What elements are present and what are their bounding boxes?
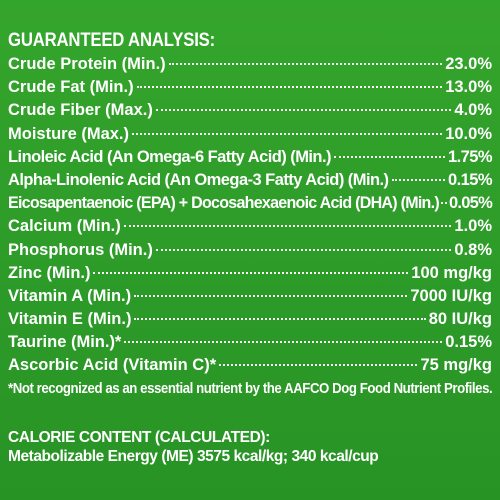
nutrient-row-vitamin-e: Vitamin E (Min.) 80 IU/kg — [8, 308, 492, 331]
nutrient-value: 75 mg/kg — [420, 356, 492, 375]
nutrient-label: Zinc (Min.) — [8, 263, 91, 282]
nutrient-row-linoleic-acid: Linoleic Acid (An Omega-6 Fatty Acid) (M… — [8, 146, 493, 169]
nutrient-label: Eicosapentaenoic (EPA) + Docosahexaenoic… — [8, 194, 440, 213]
nutrient-row-epa-dha: Eicosapentaenoic (EPA) + Docosahexaenoic… — [8, 192, 493, 215]
nutrient-row-alpha-linolenic-acid: Alpha-Linolenic Acid (An Omega-3 Fatty A… — [8, 169, 493, 192]
nutrient-value: 0.15% — [445, 333, 492, 352]
dot-leader — [219, 364, 418, 367]
dot-leader — [136, 86, 443, 89]
nutrient-label: Taurine (Min.)* — [8, 333, 122, 352]
dot-leader — [440, 202, 447, 205]
dot-leader — [134, 294, 408, 297]
nutrient-label: Vitamin A (Min.) — [8, 286, 132, 305]
nutrient-value: 80 IU/kg — [428, 310, 492, 329]
dot-leader — [155, 248, 452, 251]
aafco-footnote: *Not recognized as an essential nutrient… — [8, 379, 493, 397]
dot-leader — [391, 178, 445, 181]
dot-leader — [123, 225, 452, 228]
nutrient-row-taurine: Taurine (Min.)* 0.15% — [8, 331, 492, 354]
analysis-title: GUARANTEED ANALYSIS: — [8, 30, 216, 51]
nutrient-label: Crude Fiber (Max.) — [8, 101, 153, 120]
dot-leader — [333, 155, 445, 158]
analysis-table: Crude Protein (Min.) 23.0% Crude Fat (Mi… — [8, 53, 493, 378]
dot-leader — [134, 318, 426, 321]
nutrient-label: Calcium (Min.) — [8, 217, 121, 236]
nutrient-row-calcium: Calcium (Min.) 1.0% — [8, 215, 492, 238]
nutrient-value: 10.0% — [445, 124, 492, 143]
nutrient-label: Crude Fat (Min.) — [8, 78, 134, 97]
nutrient-row-ascorbic-acid: Ascorbic Acid (Vitamin C)* 75 mg/kg — [8, 354, 492, 377]
nutrient-value: 1.0% — [454, 217, 492, 236]
nutrient-label: Alpha-Linolenic Acid (An Omega-3 Fatty A… — [8, 170, 389, 189]
dot-leader — [155, 109, 452, 112]
nutrient-label: Ascorbic Acid (Vitamin C)* — [8, 356, 217, 375]
dot-leader — [124, 341, 443, 344]
nutrient-row-vitamin-a: Vitamin A (Min.) 7000 IU/kg — [8, 285, 492, 308]
nutrient-row-crude-protein: Crude Protein (Min.) 23.0% — [8, 53, 492, 76]
calorie-content-section: CALORIE CONTENT (CALCULATED): Metaboliza… — [8, 428, 492, 466]
nutrient-value: 0.8% — [454, 240, 492, 259]
nutrient-value: 7000 IU/kg — [410, 286, 492, 305]
nutrient-value: 13.0% — [445, 78, 492, 97]
nutrient-label: Moisture (Max.) — [8, 124, 130, 143]
nutrient-value: 4.0% — [454, 101, 492, 120]
nutrient-value: 1.75% — [447, 147, 493, 166]
nutrient-row-phosphorus: Phosphorus (Min.) 0.8% — [8, 239, 492, 262]
nutrient-value: 23.0% — [445, 55, 492, 73]
dot-leader — [168, 63, 443, 65]
nutrient-row-zinc: Zinc (Min.) 100 mg/kg — [8, 262, 492, 285]
nutrient-value: 100 mg/kg — [411, 263, 492, 282]
dot-leader — [93, 271, 409, 274]
nutrient-row-moisture: Moisture (Max.) 10.0% — [8, 123, 492, 146]
nutrient-value: 0.15% — [447, 170, 493, 189]
calorie-heading: CALORIE CONTENT (CALCULATED): — [8, 428, 270, 446]
nutrient-label: Vitamin E (Min.) — [8, 310, 132, 329]
nutrient-label: Crude Protein (Min.) — [8, 55, 166, 73]
nutrient-row-crude-fiber: Crude Fiber (Max.) 4.0% — [8, 99, 492, 122]
nutrient-value: 0.05% — [448, 194, 493, 213]
nutrient-label: Linoleic Acid (An Omega-6 Fatty Acid) (M… — [8, 147, 331, 166]
nutrient-label: Phosphorus (Min.) — [8, 240, 153, 259]
dot-leader — [132, 132, 443, 135]
calorie-text: Metabolizable Energy (ME) 3575 kcal/kg; … — [8, 447, 379, 465]
nutrient-row-crude-fat: Crude Fat (Min.) 13.0% — [8, 76, 492, 99]
